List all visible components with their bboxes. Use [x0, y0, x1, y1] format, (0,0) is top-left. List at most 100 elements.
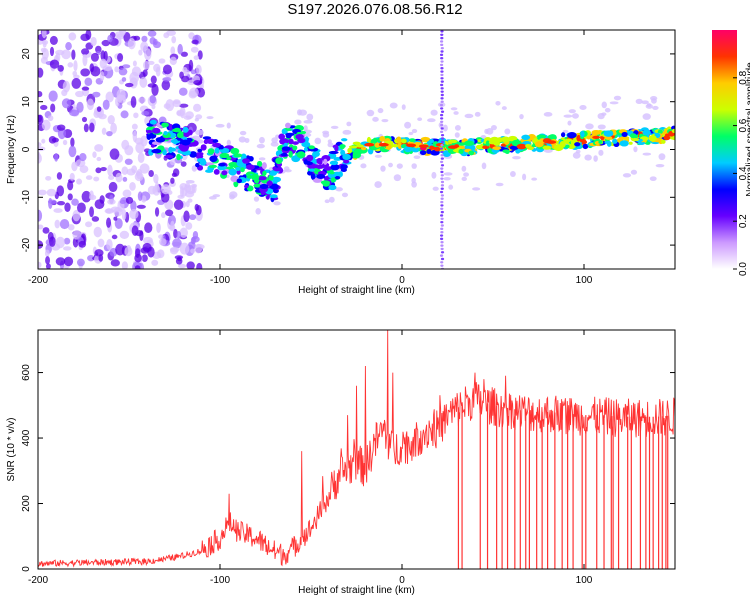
faint-blob [327, 139, 332, 144]
vertical-artifact-blob [440, 46, 444, 50]
noise-blob [172, 238, 182, 249]
noise-blob [72, 209, 81, 222]
noise-blob [38, 153, 42, 164]
noise-blob [149, 94, 157, 104]
vertical-artifact-blob [440, 244, 444, 247]
ridge-blob [529, 146, 534, 151]
ridge-blob [152, 127, 161, 134]
snr-frame [37, 329, 676, 570]
ridge-blob [168, 123, 173, 131]
vertical-artifact-blob [440, 70, 444, 73]
ridge-blob [187, 129, 193, 136]
noise-blob [139, 76, 148, 88]
vertical-artifact-blob [440, 130, 444, 134]
noise-blob [101, 127, 107, 135]
faint-blob [443, 176, 451, 181]
vertical-artifact-blob [440, 204, 444, 207]
faint-blob [270, 141, 279, 147]
noise-blob [67, 62, 74, 68]
ridge-blob [218, 162, 226, 167]
ridge-blob [400, 138, 407, 144]
faint-blob [622, 173, 632, 178]
vertical-artifact-blob [440, 207, 444, 210]
noise-blob [62, 139, 68, 146]
noise-blob [97, 238, 105, 248]
noise-blob [45, 263, 51, 269]
faint-blob [215, 123, 225, 128]
faint-blob [244, 137, 250, 143]
noise-blob [121, 209, 127, 221]
faint-blob [464, 113, 474, 119]
noise-blob [131, 165, 138, 174]
snr-xtick-label: -100 [210, 575, 230, 586]
noise-blob [79, 153, 87, 162]
vertical-artifact-blob [440, 237, 444, 241]
ridge-blob [292, 145, 298, 151]
ridge-blob [567, 131, 577, 139]
heatmap-xlabel: Height of straight line (km) [298, 285, 415, 296]
noise-blob [76, 178, 83, 185]
ridge-blob [347, 147, 353, 154]
ridge-blob [580, 130, 585, 138]
noise-blob [102, 99, 110, 110]
ridge-blob [338, 171, 343, 178]
ridge-blob [525, 143, 531, 148]
ridge-blob [574, 142, 581, 147]
ridge-blob [379, 146, 385, 150]
noise-blob [180, 161, 187, 167]
ridge-blob [671, 128, 675, 134]
noise-blob [154, 181, 159, 193]
vertical-artifact-blob [439, 234, 444, 237]
noise-blob [98, 113, 107, 120]
faint-blob [652, 105, 659, 111]
ridge-blob [207, 148, 215, 155]
noise-blob [121, 261, 128, 269]
noise-blob [177, 263, 187, 269]
ridge-blob [352, 141, 361, 145]
ridge-blob [637, 141, 646, 145]
ridge-blob [164, 154, 174, 159]
ridge-blob [308, 168, 316, 172]
noise-blob [163, 32, 170, 39]
ridge-blob [308, 145, 315, 150]
vertical-artifact-blob [439, 103, 444, 107]
ridge-blob [295, 133, 304, 140]
noise-blob [189, 214, 197, 221]
vertical-artifact-blob [440, 150, 444, 154]
ridge-blob [163, 131, 168, 136]
ridge-blob [339, 144, 346, 149]
faint-blob [575, 149, 581, 154]
vertical-artifact-blob [440, 247, 444, 251]
vertical-artifact-blob [440, 30, 444, 33]
snr-ytick-label: 0 [21, 566, 32, 572]
noise-blob [121, 166, 129, 175]
noise-blob [117, 53, 124, 62]
noise-blob [79, 165, 89, 174]
noise-blob [142, 242, 152, 253]
heatmap-ytick-label: -20 [21, 237, 32, 252]
noise-blob [81, 116, 88, 123]
ridge-blob [330, 177, 336, 183]
faint-blob [562, 129, 569, 134]
vertical-artifact-blob [440, 50, 444, 53]
vertical-artifact-blob [440, 261, 444, 264]
noise-blob [94, 144, 104, 152]
noise-blob [190, 69, 197, 75]
ridge-blob [281, 146, 291, 151]
ridge-blob [329, 170, 335, 175]
noise-blob [56, 124, 66, 131]
colorbar-tick-label: 0.4 [738, 166, 749, 180]
noise-blob [110, 259, 120, 267]
noise-blob [72, 230, 82, 240]
noise-blob [153, 173, 159, 184]
faint-blob [633, 146, 638, 153]
ridge-blob [285, 122, 291, 129]
noise-blob [106, 217, 112, 228]
ridge-blob [212, 139, 219, 143]
ridge-blob [235, 166, 241, 172]
ridge-blob [310, 173, 316, 180]
noise-blob [195, 64, 202, 75]
ridge-blob [509, 145, 519, 150]
